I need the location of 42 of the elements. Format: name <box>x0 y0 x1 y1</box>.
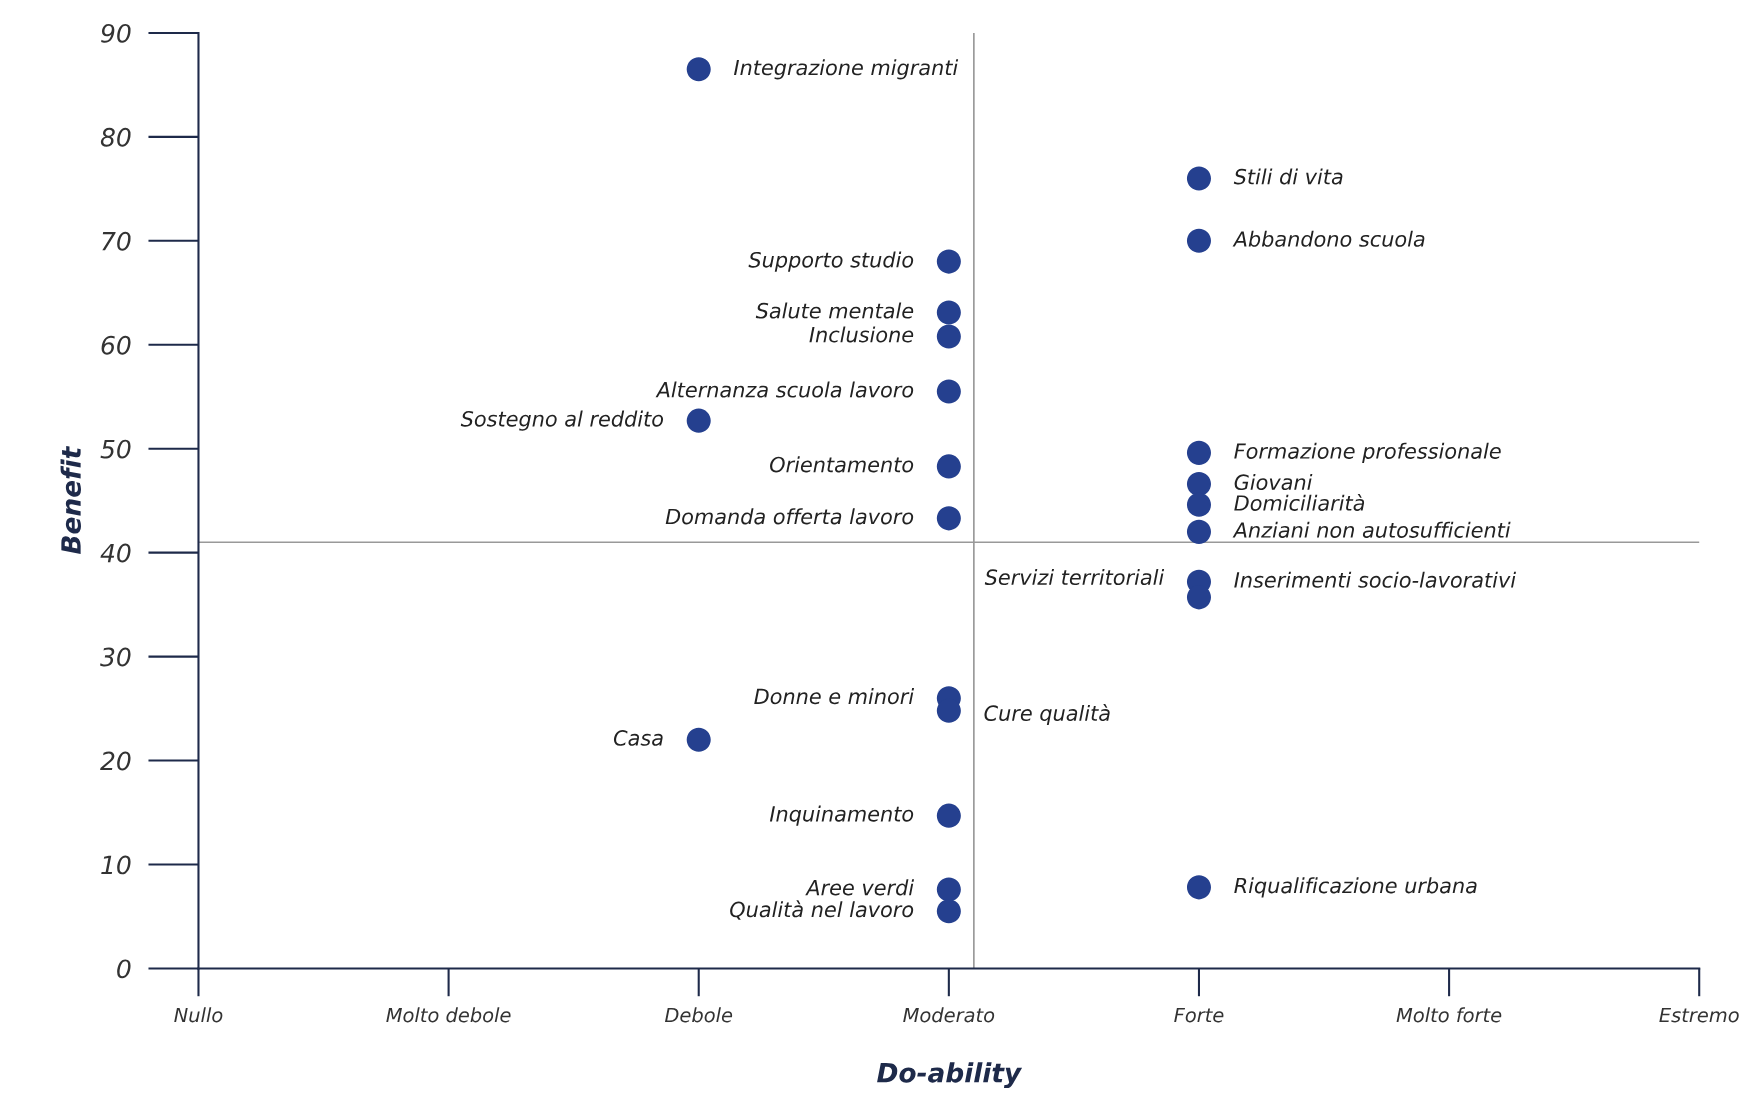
x-tick-label: Moderato <box>903 1007 995 1023</box>
y-tick-label: 50 <box>100 439 131 459</box>
annotation: Stili di vita <box>1233 168 1343 185</box>
y-axis-title: Benefit <box>60 445 81 555</box>
y-tick-label: 0 <box>117 959 131 979</box>
annotation: Formazione professionale <box>1234 442 1501 463</box>
x-tick-label: Molto forte <box>1396 1007 1502 1023</box>
x-tick-label: Nullo <box>174 1007 223 1023</box>
y-tick-label: 80 <box>100 127 131 147</box>
x-tick-label: Forte <box>1174 1007 1224 1023</box>
annotation: Inclusione <box>809 326 914 343</box>
annotation: Orientamento <box>770 456 914 473</box>
annotation: Inserimenti socio-lavorativi <box>1234 571 1516 588</box>
annotation: Donne e minori <box>754 688 915 705</box>
annotation: Riqualificazione urbana <box>1234 877 1477 898</box>
annotation: Servizi territoriali <box>984 569 1165 586</box>
annotation: Inquinamento <box>769 805 914 826</box>
annotation: Aree verdi <box>805 879 915 896</box>
y-tick-label: 20 <box>100 751 131 771</box>
annotation: Giovani <box>1234 473 1313 491</box>
x-tick-label: Molto debole <box>386 1007 511 1023</box>
annotation: Cure qualità <box>984 704 1110 726</box>
y-tick-label: 70 <box>102 231 131 251</box>
y-tick-label: 30 <box>100 647 131 667</box>
y-tick-label: 90 <box>101 23 131 43</box>
annotation: Anziani non autosufficienti <box>1232 521 1511 538</box>
y-tick-label: 40 <box>100 543 131 563</box>
annotation: Abbandono scuola <box>1232 230 1425 247</box>
annotation: Integrazione migranti <box>734 59 959 80</box>
y-tick-label: 10 <box>101 855 131 875</box>
x-tick-label: Estremo <box>1659 1007 1739 1023</box>
annotation: Domiciliarità <box>1234 493 1365 511</box>
annotation: Alternanza scuola lavoro <box>655 381 914 398</box>
annotation: Salute mentale <box>755 302 914 319</box>
annotation: Domanda offerta lavoro <box>665 508 914 525</box>
annotation: Sostegno al reddito <box>460 410 664 431</box>
annotation: Casa <box>613 730 663 746</box>
x-axis-title: Do-ability <box>877 1062 1023 1088</box>
x-tick-label: Debole <box>664 1007 733 1023</box>
y-tick-label: 60 <box>101 335 131 355</box>
annotation: Qualità nel lavoro <box>730 900 914 920</box>
annotation: Supporto studio <box>748 251 914 272</box>
